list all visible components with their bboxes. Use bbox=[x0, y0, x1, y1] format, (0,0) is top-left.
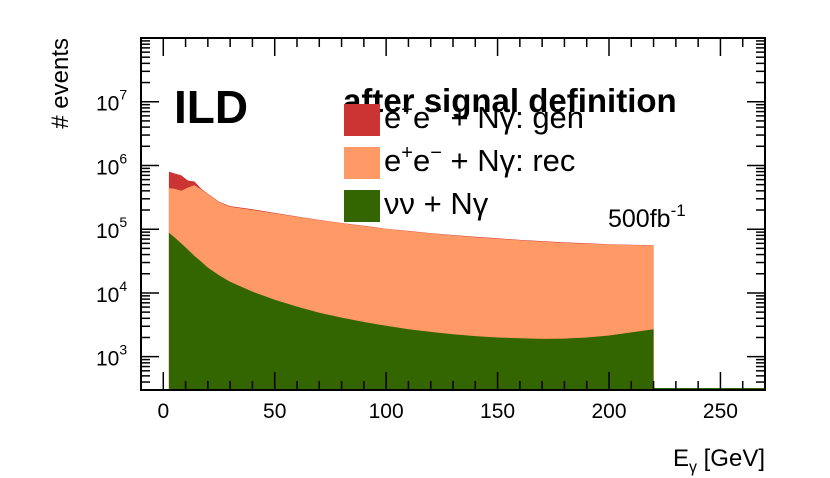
y-tick-label: 106 bbox=[96, 150, 127, 179]
x-tick-label: 150 bbox=[480, 400, 515, 423]
area-layer bbox=[168, 171, 765, 390]
luminosity-exponent: -1 bbox=[671, 201, 686, 220]
tick-layer bbox=[141, 37, 765, 391]
legend-entry-rec: e+e− + Nγ: rec bbox=[344, 142, 575, 179]
legend-swatch-gen bbox=[344, 104, 380, 136]
legend-label-rec: e+e− + Nγ: rec bbox=[384, 142, 575, 178]
y-tick-label: 107 bbox=[96, 87, 127, 116]
y-tick-label: 105 bbox=[96, 214, 127, 243]
legend-swatch-rec bbox=[344, 147, 380, 179]
x-axis-title-unit: [GeV] bbox=[697, 445, 765, 472]
x-axis-title: Eγ [GeV] bbox=[673, 445, 765, 476]
x-tick-label: 50 bbox=[263, 400, 286, 423]
y-tick-label: 104 bbox=[96, 278, 127, 307]
x-tick-label: 0 bbox=[157, 400, 169, 423]
y-axis-title: # events bbox=[47, 38, 74, 129]
legend-swatch-nunu bbox=[344, 190, 380, 222]
y-tick-labels: 103 104 105 106 107 bbox=[96, 87, 127, 371]
plot-frame bbox=[140, 37, 766, 391]
legend-title: after signal definition bbox=[343, 82, 677, 119]
x-tick-label: 250 bbox=[703, 400, 738, 423]
x-tick-label: 200 bbox=[591, 400, 626, 423]
legend-label-gen: e+e− + Nγ: gen bbox=[384, 99, 584, 135]
x-axis-title-subscript: γ bbox=[689, 459, 697, 476]
y-tick-label: 103 bbox=[96, 342, 127, 371]
legend-label-nunu: νν + Nγ bbox=[384, 186, 489, 221]
series-area-2 bbox=[168, 232, 654, 390]
legend-entry-nunu: νν + Nγ bbox=[344, 186, 489, 222]
x-tick-labels: 0 50 100 150 200 250 bbox=[157, 400, 738, 423]
luminosity-label: 500fb-1 bbox=[608, 201, 686, 233]
experiment-label: ILD bbox=[174, 81, 248, 133]
x-tick-label: 100 bbox=[369, 400, 404, 423]
legend-entry-gen: e+e− + Nγ: gen bbox=[344, 99, 584, 136]
